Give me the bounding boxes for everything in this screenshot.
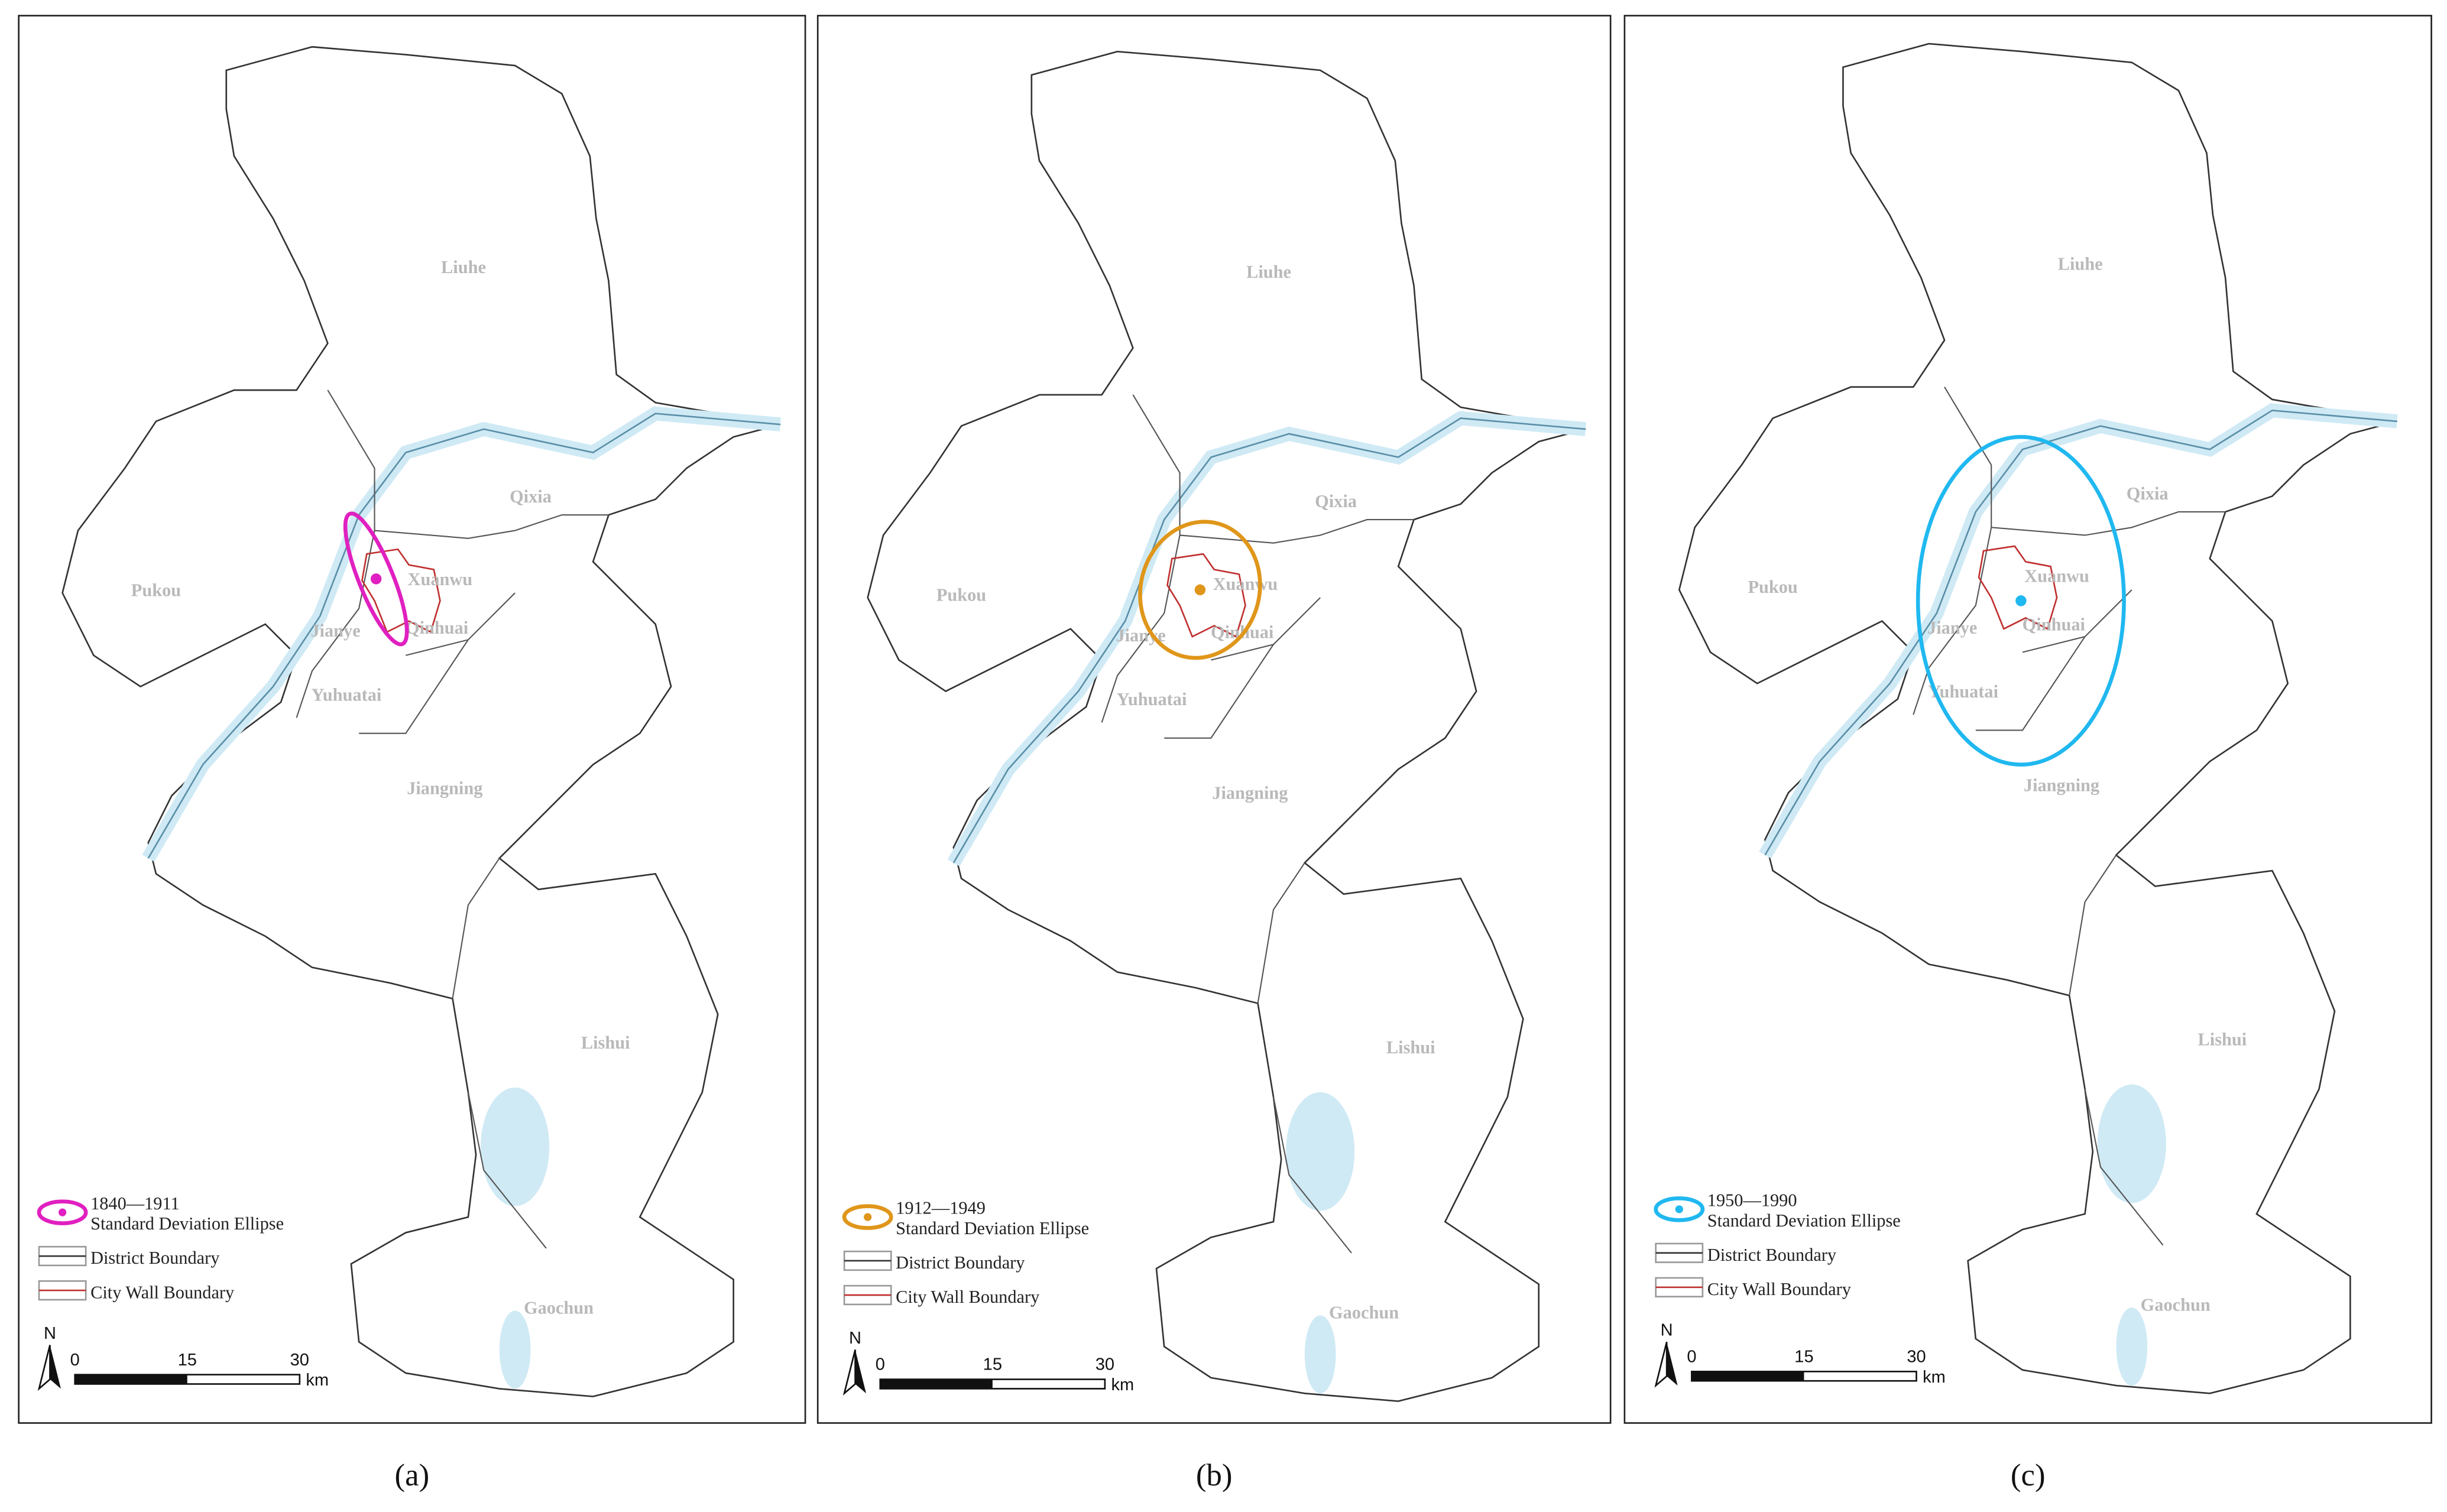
district-label: Liuhe bbox=[2058, 254, 2103, 274]
legend-center bbox=[864, 1213, 872, 1221]
legend-ellipse-label: Standard Deviation Ellipse bbox=[896, 1218, 1089, 1238]
panel-caption: (b) bbox=[1196, 1458, 1233, 1492]
legend-center bbox=[1675, 1205, 1683, 1214]
district-label: Jianye bbox=[1927, 618, 1977, 638]
legend-period: 1950—1990 bbox=[1707, 1190, 1797, 1211]
district-label: Gaochun bbox=[1329, 1303, 1399, 1323]
north-arrow-fill bbox=[855, 1349, 867, 1394]
district-label: Jiangning bbox=[407, 778, 482, 799]
district-label: Gaochun bbox=[2141, 1294, 2211, 1315]
scale-bar-fill bbox=[1691, 1371, 1804, 1381]
scale-tick-label: 0 bbox=[70, 1351, 80, 1370]
legend-wall: City Wall Boundary bbox=[896, 1287, 1040, 1307]
district-label: Jiangning bbox=[1212, 783, 1288, 803]
district-label: Gaochun bbox=[524, 1298, 594, 1318]
scale-tick-label: 30 bbox=[1096, 1355, 1114, 1374]
district-label: Xuanwu bbox=[408, 569, 473, 589]
district-label: Pukou bbox=[131, 580, 181, 600]
legend-center bbox=[58, 1208, 67, 1216]
legend-period: 1912—1949 bbox=[896, 1198, 986, 1218]
deviation-ellipse bbox=[1916, 434, 2126, 767]
mean-center bbox=[1194, 584, 1206, 596]
district-label: Liuhe bbox=[1246, 262, 1291, 282]
district-label: Lishui bbox=[581, 1033, 630, 1053]
legend-ellipse-label: Standard Deviation Ellipse bbox=[90, 1214, 284, 1234]
legend-ellipse-label: Standard Deviation Ellipse bbox=[1707, 1211, 1901, 1231]
legend-ellipse bbox=[37, 1199, 88, 1225]
district-label: Qinhuai bbox=[406, 618, 468, 638]
district-label: Qinhuai bbox=[2023, 615, 2085, 635]
deviation-ellipse bbox=[343, 511, 409, 647]
legend-district: District Boundary bbox=[1707, 1245, 1837, 1265]
legend-wall: City Wall Boundary bbox=[1707, 1279, 1852, 1299]
district-label: Jiangning bbox=[2024, 775, 2099, 795]
scale-tick-label: 15 bbox=[1794, 1348, 1813, 1367]
district-label: Pukou bbox=[936, 585, 986, 605]
district-label: Lishui bbox=[1386, 1037, 1435, 1057]
district-label: Qixia bbox=[1315, 491, 1357, 511]
district-label: Qixia bbox=[2127, 484, 2169, 504]
north-label: N bbox=[849, 1329, 861, 1348]
scale-unit: km bbox=[1111, 1375, 1134, 1394]
scale-tick-label: 30 bbox=[1907, 1348, 1926, 1367]
scale-bar-fill bbox=[74, 1374, 187, 1384]
district-label: Xuanwu bbox=[1213, 574, 1278, 594]
scale-unit: km bbox=[306, 1371, 329, 1390]
scale-unit: km bbox=[1923, 1368, 1946, 1387]
scale-tick-label: 15 bbox=[178, 1351, 197, 1370]
district-label: Yuhuatai bbox=[1117, 689, 1187, 709]
scale-tick-label: 15 bbox=[983, 1355, 1002, 1374]
deviation-ellipse bbox=[1138, 520, 1262, 660]
district-label: Qixia bbox=[510, 486, 552, 507]
scale-tick-label: 0 bbox=[876, 1355, 885, 1374]
mean-center bbox=[370, 573, 382, 585]
scale-tick-label: 30 bbox=[290, 1351, 309, 1370]
district-label: Liuhe bbox=[441, 257, 486, 277]
district-label: Lishui bbox=[2198, 1030, 2247, 1050]
district-label: Pukou bbox=[1748, 577, 1797, 597]
map: Liuhe Qixia Pukou Xuanwu Jianye Qinhuai Yuhuat… bbox=[37, 47, 780, 1396]
panel-caption: (c) bbox=[2011, 1458, 2046, 1492]
panel-caption: (a) bbox=[395, 1458, 430, 1492]
district-label: Jianye bbox=[310, 621, 360, 641]
district-label: Xuanwu bbox=[2024, 566, 2089, 586]
north-label: N bbox=[44, 1324, 56, 1343]
map-panel: Liuhe Qixia Pukou Xuanwu Jianye Qinhuai Yuhuat… bbox=[18, 15, 806, 1492]
north-arrow-fill bbox=[1667, 1342, 1678, 1386]
district-label: Yuhuatai bbox=[312, 684, 382, 705]
legend-wall: City Wall Boundary bbox=[90, 1282, 235, 1302]
scale-tick-label: 0 bbox=[1687, 1348, 1696, 1367]
scale-bar-fill bbox=[880, 1379, 993, 1389]
legend-ellipse bbox=[842, 1204, 893, 1230]
legend-district: District Boundary bbox=[896, 1253, 1025, 1273]
mean-center bbox=[2015, 595, 2027, 606]
legend-period: 1840—1911 bbox=[90, 1193, 180, 1214]
north-label: N bbox=[1661, 1321, 1673, 1340]
legend-ellipse bbox=[1654, 1196, 1705, 1222]
legend-district: District Boundary bbox=[90, 1248, 220, 1268]
